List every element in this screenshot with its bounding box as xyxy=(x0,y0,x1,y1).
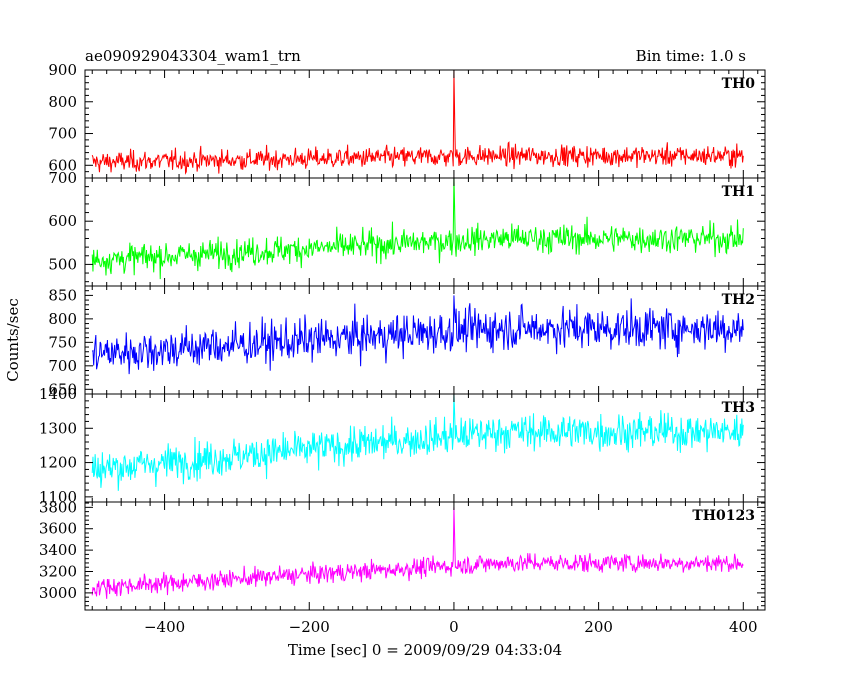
x-tick-label: 0 xyxy=(449,618,459,636)
x-tick-label: 400 xyxy=(729,618,758,636)
y-tick-label: 3400 xyxy=(39,541,77,559)
panel-label: TH0 xyxy=(722,76,756,92)
panel-frame xyxy=(84,501,766,611)
panel-th0: 600 700 800 900 TH0 xyxy=(48,61,766,179)
series-line-th1 xyxy=(91,178,744,280)
x-tick-label: −200 xyxy=(289,618,330,636)
y-tick-label: 3800 xyxy=(39,498,77,516)
y-tick-label: 1400 xyxy=(39,385,77,403)
panel-th0123: 3000 3200 3400 3600 3800 TH0123 xyxy=(39,498,766,611)
series-line-th3 xyxy=(91,394,744,491)
y-tick-label: 600 xyxy=(48,212,77,230)
y-tick-label: 1300 xyxy=(39,419,77,437)
y-tick-label: 850 xyxy=(48,286,77,304)
y-tick-label: 3600 xyxy=(39,520,77,538)
y-tick-label: 3000 xyxy=(39,584,77,602)
x-tick-label: 200 xyxy=(584,618,613,636)
y-tick-label: 650 xyxy=(48,380,77,398)
y-axis-label: Counts/sec xyxy=(4,298,22,382)
panel-label: TH0123 xyxy=(692,508,755,524)
y-tick-label: 700 xyxy=(48,169,77,187)
panel-frame xyxy=(84,177,766,287)
y-tick-label: 700 xyxy=(48,357,77,375)
bin-time-label: Bin time: 1.0 s xyxy=(636,47,746,65)
y-tick-label: 1100 xyxy=(39,488,77,506)
y-tick-label: 800 xyxy=(48,310,77,328)
series-line-th0123 xyxy=(91,507,744,599)
y-tick-label: 1200 xyxy=(39,454,77,472)
y-tick-label: 750 xyxy=(48,333,77,351)
panel-th3: 1100 1200 1300 1400 TH3 xyxy=(39,385,766,506)
y-tick-label: 500 xyxy=(48,255,77,273)
panels: 600700800900TH0500600700TH16507007508008… xyxy=(39,61,766,636)
y-tick-label: 700 xyxy=(48,125,77,143)
y-tick-label: 800 xyxy=(48,93,77,111)
panel-frame xyxy=(84,393,766,503)
panel-label: TH3 xyxy=(722,400,755,416)
panel-label: TH2 xyxy=(722,292,755,308)
panel-th1: 500 600 700 TH1 xyxy=(48,169,766,287)
y-tick-label: 600 xyxy=(48,156,77,174)
series-line-th2 xyxy=(91,295,744,375)
series-line-th0 xyxy=(91,70,744,175)
x-tick-label: −400 xyxy=(144,618,185,636)
y-tick-label: 3200 xyxy=(39,563,77,581)
panel-th2: 650 700 750 800 850 TH2 xyxy=(48,285,766,398)
panel-label: TH1 xyxy=(722,184,755,200)
x-axis-label: Time [sec] 0 = 2009/09/29 04:33:04 xyxy=(288,641,562,659)
chart-title: ae090929043304_wam1_trn xyxy=(85,47,301,65)
y-tick-label: 900 xyxy=(48,61,77,79)
